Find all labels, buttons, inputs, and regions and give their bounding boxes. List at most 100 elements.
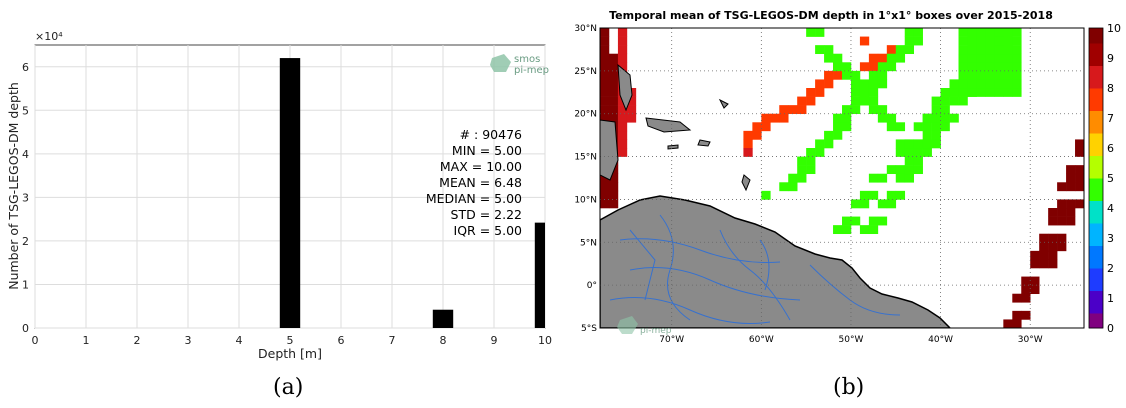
map-cell bbox=[895, 53, 906, 63]
map-cell bbox=[850, 96, 861, 106]
map-cell bbox=[833, 70, 843, 80]
histogram-bar bbox=[279, 58, 301, 329]
map-cell bbox=[824, 45, 834, 55]
map-cell bbox=[815, 28, 825, 37]
map-cell bbox=[761, 122, 771, 132]
map-cell bbox=[797, 105, 807, 115]
stat-line: # : 90476 bbox=[460, 127, 522, 142]
colorbar-segment bbox=[1089, 73, 1103, 81]
map-cell bbox=[815, 45, 825, 55]
colorbar-segment bbox=[1089, 178, 1103, 186]
map-cell bbox=[994, 28, 1004, 37]
map-cell bbox=[1048, 242, 1058, 252]
colorbar-segment bbox=[1089, 253, 1103, 261]
lon-tick-label: 60°W bbox=[749, 335, 774, 345]
map-cell bbox=[833, 225, 843, 235]
colorbar-tick-label: 1 bbox=[1107, 292, 1114, 305]
map-cell bbox=[940, 96, 950, 106]
map-cell bbox=[1048, 259, 1058, 269]
map-cell bbox=[617, 53, 628, 63]
map-cell bbox=[608, 70, 619, 80]
map-cell bbox=[913, 122, 923, 132]
colorbar-segment bbox=[1089, 133, 1103, 141]
map-cell bbox=[815, 139, 825, 149]
colorbar-segment bbox=[1089, 110, 1103, 119]
map-cell bbox=[1012, 36, 1022, 46]
colorbar-segment bbox=[1089, 245, 1103, 254]
colorbar-segment bbox=[1089, 320, 1103, 329]
map-cell bbox=[833, 130, 843, 140]
lon-tick-label: 50°W bbox=[839, 335, 864, 345]
map-cell bbox=[868, 216, 879, 226]
stat-line: IQR = 5.00 bbox=[454, 223, 523, 238]
map-cell bbox=[1003, 53, 1013, 63]
map-cell bbox=[1012, 310, 1022, 320]
y-tick-label: 0 bbox=[22, 322, 29, 335]
map-cell bbox=[877, 62, 888, 72]
map-cell bbox=[600, 199, 610, 209]
map-cell bbox=[1030, 276, 1040, 286]
map-cell bbox=[931, 122, 941, 132]
map-cell bbox=[868, 53, 879, 63]
colorbar-segment bbox=[1089, 170, 1103, 179]
lat-tick-label: 25°N bbox=[574, 67, 597, 77]
map-cell bbox=[850, 70, 861, 80]
map-cell bbox=[859, 36, 870, 46]
map-cell bbox=[976, 36, 986, 46]
map-cell bbox=[1003, 36, 1013, 46]
map-cell bbox=[976, 62, 986, 72]
lat-tick-label: 0° bbox=[587, 281, 597, 291]
map-cell bbox=[1039, 250, 1049, 260]
map-cell bbox=[1075, 182, 1084, 192]
map-cell bbox=[1012, 53, 1022, 63]
colorbar-segment bbox=[1089, 125, 1103, 134]
map-cell bbox=[904, 45, 915, 55]
map-logo: pi-mep bbox=[617, 316, 672, 336]
map-cell bbox=[600, 36, 610, 46]
map-cell bbox=[850, 199, 861, 209]
map-cell bbox=[1075, 173, 1084, 183]
colorbar-segment bbox=[1089, 268, 1103, 276]
colorbar-tick-label: 3 bbox=[1107, 232, 1114, 245]
map-cell bbox=[788, 182, 798, 192]
map-cell bbox=[824, 139, 834, 149]
map-cell bbox=[608, 113, 619, 123]
map-cell bbox=[1057, 182, 1067, 192]
map-cell bbox=[886, 199, 897, 209]
map-cell bbox=[1012, 28, 1022, 37]
x-tick-label: 7 bbox=[389, 334, 396, 347]
map-cell bbox=[1003, 70, 1013, 80]
map-cell bbox=[833, 113, 843, 123]
x-tick-label: 1 bbox=[83, 334, 90, 347]
colorbar-segment bbox=[1089, 35, 1103, 44]
map-cell bbox=[931, 113, 941, 123]
map-cell bbox=[976, 28, 986, 37]
map-cell bbox=[617, 139, 628, 149]
y-tick-label: 3 bbox=[22, 191, 29, 204]
map-cell bbox=[886, 53, 897, 63]
map-cell bbox=[815, 148, 825, 157]
map-cell bbox=[877, 199, 888, 209]
map-cell bbox=[608, 96, 619, 106]
map-chart: Temporal mean of TSG-LEGOS-DM depth in 1… bbox=[574, 9, 1121, 345]
map-logo-text: pi-mep bbox=[640, 326, 672, 336]
x-tick-label: 0 bbox=[32, 334, 39, 347]
lat-tick-label: 30°N bbox=[574, 24, 597, 34]
map-cell bbox=[1066, 208, 1076, 217]
map-cell bbox=[842, 62, 852, 72]
map-cell bbox=[608, 88, 619, 97]
map-cell bbox=[1012, 319, 1022, 328]
map-cell bbox=[850, 88, 861, 97]
map-cell bbox=[1066, 165, 1076, 175]
map-cell bbox=[958, 88, 968, 97]
map-cell bbox=[994, 36, 1004, 46]
colorbar-segment bbox=[1089, 290, 1103, 299]
map-cell bbox=[904, 28, 915, 37]
map-cell bbox=[842, 122, 852, 132]
map-cell bbox=[985, 70, 995, 80]
map-cell bbox=[824, 53, 834, 63]
y-tick-label: 6 bbox=[22, 61, 29, 74]
map-cell bbox=[886, 165, 897, 175]
map-cell bbox=[600, 96, 610, 106]
map-cell bbox=[1057, 242, 1067, 252]
